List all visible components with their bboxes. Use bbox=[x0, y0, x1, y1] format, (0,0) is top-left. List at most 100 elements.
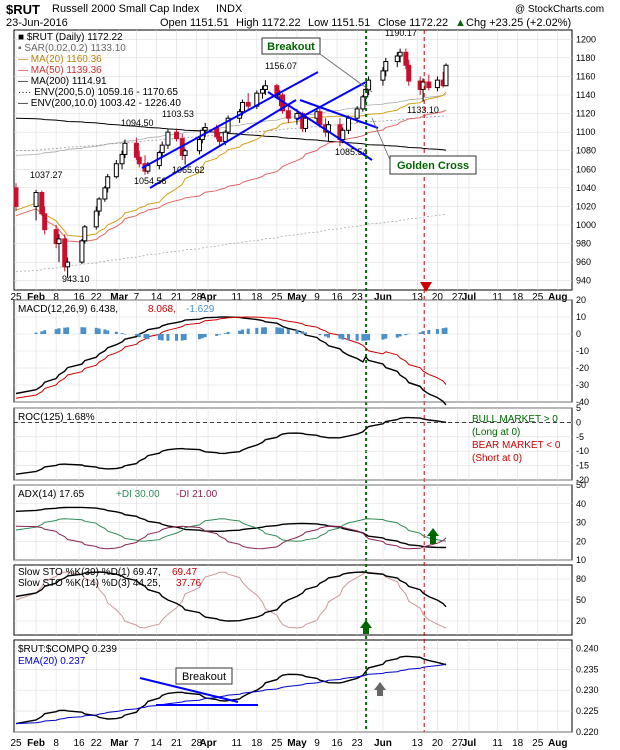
trendline-breakout bbox=[295, 81, 367, 121]
tick-label-x: 28 bbox=[191, 292, 203, 303]
tick-label-y-ratio: 0.240 bbox=[576, 643, 599, 653]
candle-body bbox=[119, 153, 125, 165]
tick-label-y-price: 960 bbox=[576, 257, 591, 267]
tick-label-y-macd: -40 bbox=[576, 397, 589, 407]
chart-symbol: $RUT bbox=[6, 2, 40, 17]
candle-body bbox=[102, 187, 108, 200]
macd-histogram-bar bbox=[200, 334, 204, 339]
candle-body bbox=[354, 108, 360, 119]
tick-label-x: 20 bbox=[432, 292, 444, 303]
tick-label-x: 9 bbox=[314, 292, 320, 303]
trendline-falling-wedge-bottom bbox=[299, 99, 379, 129]
tick-label-x: 27 bbox=[452, 738, 464, 749]
sell-arrow-icon bbox=[420, 282, 432, 292]
candle-body bbox=[217, 136, 223, 142]
candle-body bbox=[196, 139, 202, 152]
golden-cross-callout-text: Golden Cross bbox=[397, 160, 469, 172]
macd-histogram-bar bbox=[338, 334, 342, 339]
macd-histogram-bar bbox=[318, 334, 322, 336]
tick-label-x: 11 bbox=[232, 292, 243, 303]
tick-label-x: 25 bbox=[10, 292, 22, 303]
tick-label-y-roc: -15 bbox=[576, 461, 589, 471]
tick-label-y-price: 980 bbox=[576, 239, 591, 249]
macd-histogram-bar bbox=[281, 328, 285, 334]
tick-label-x: 25 bbox=[10, 738, 22, 749]
tick-label-x: 23 bbox=[352, 292, 364, 303]
tick-label-x: 9 bbox=[314, 738, 320, 749]
macd-histogram-bar bbox=[54, 329, 58, 334]
tick-label-x: 7 bbox=[134, 738, 140, 749]
candle-body bbox=[406, 64, 412, 82]
macd-histogram-bar bbox=[215, 334, 219, 336]
ratio-ema-title: EMA(20) 0.237 bbox=[18, 656, 86, 667]
env5-upper-line bbox=[15, 115, 447, 152]
price-label: 943.10 bbox=[62, 274, 90, 284]
stoch2-title: Slow STO %K(14) %D(3) 44.25, bbox=[18, 578, 161, 589]
macd-histogram-bar bbox=[427, 329, 431, 334]
macd-histogram-bar bbox=[361, 334, 365, 341]
tick-label-y-macd: -20 bbox=[576, 363, 589, 373]
macd-histogram-bar bbox=[238, 330, 242, 334]
stoch1-value: 69.47 bbox=[172, 567, 197, 578]
candle-body bbox=[42, 213, 48, 231]
candle-body bbox=[443, 64, 449, 87]
tick-label-x: Jun bbox=[374, 292, 392, 303]
short-at-zero-label: (Short at 0) bbox=[472, 453, 522, 464]
breakout-callout-leader bbox=[319, 53, 373, 93]
tick-label-x: 22 bbox=[91, 292, 103, 303]
tick-label-y-sto: 20 bbox=[576, 616, 586, 626]
roc-title: ROC(125) 1.68% bbox=[18, 412, 95, 423]
price-label: 1133.10 bbox=[407, 105, 439, 115]
macd-histogram-bar bbox=[444, 327, 448, 334]
tick-label-y-price: 1120 bbox=[576, 109, 595, 119]
macd-histogram-bar bbox=[157, 334, 161, 340]
price-label: 1054.56 bbox=[134, 176, 167, 186]
macd-histogram-bar bbox=[183, 334, 187, 341]
price-label: 1065.62 bbox=[172, 165, 205, 175]
candle-body bbox=[105, 176, 111, 189]
tick-label-x: 11 bbox=[492, 738, 503, 749]
tick-label-y-ratio: 0.220 bbox=[576, 727, 599, 737]
macd-histogram-bar bbox=[381, 334, 385, 340]
tick-label-x: Jul bbox=[462, 738, 477, 749]
tick-label-y-adx: 50 bbox=[576, 480, 586, 490]
tick-label-x: May bbox=[287, 292, 307, 303]
panel-frame-price bbox=[13, 29, 573, 291]
candle-body bbox=[133, 142, 139, 158]
macd-histogram-bar bbox=[80, 327, 84, 334]
adx-plus-di: +DI 30.00 bbox=[116, 489, 160, 500]
candle-body bbox=[420, 81, 426, 90]
macd-histogram-bar bbox=[197, 334, 201, 340]
macd-histogram-bar bbox=[261, 327, 265, 334]
legend-ma200: — MA(200) 1114.91 bbox=[18, 76, 107, 87]
tick-label-x: 11 bbox=[232, 738, 243, 749]
ohlc-low: Low 1151.51 bbox=[308, 17, 371, 29]
ohlc-change: Chg +23.25 (+2.02%) bbox=[466, 17, 572, 29]
tick-label-y-price: 1080 bbox=[576, 146, 596, 156]
macd-signal-line bbox=[15, 316, 447, 399]
trendline-upper-channel bbox=[141, 71, 319, 169]
macd-histogram-bar bbox=[134, 334, 138, 336]
tick-label-y-price: 1000 bbox=[576, 220, 596, 230]
golden-cross-callout-box bbox=[389, 155, 477, 175]
panel-frame-roc bbox=[13, 407, 573, 481]
candle-body bbox=[239, 101, 245, 113]
macd-histogram-bar bbox=[355, 334, 359, 341]
tick-label-x: Jun bbox=[374, 738, 392, 749]
tick-label-x: 16 bbox=[74, 738, 86, 749]
tick-label-x: Aug bbox=[548, 738, 567, 749]
tick-label-y-adx: 20 bbox=[576, 536, 586, 546]
macd-title: MACD(12,26,9) 6.438, bbox=[18, 304, 118, 315]
legend-env5: ···· ENV(200,5.0) 1059.16 - 1170.65 bbox=[18, 87, 178, 98]
tick-label-x: 7 bbox=[134, 292, 140, 303]
macd-histogram-bar bbox=[120, 333, 124, 334]
macd-histogram-bar bbox=[286, 329, 290, 334]
tick-label-x: 8 bbox=[53, 738, 59, 749]
tick-label-y-adx: 40 bbox=[576, 499, 586, 509]
tick-label-x: Mar bbox=[110, 738, 128, 749]
tick-label-y-roc: -20 bbox=[576, 475, 589, 485]
legend-sar: ▪ SAR(0.02,0.2) 1133.10 bbox=[18, 43, 126, 54]
bear-market-label: BEAR MARKET < 0 bbox=[472, 440, 561, 451]
stoch1-title: Slow STO %K(39) %D(1) 69.47, bbox=[18, 567, 161, 578]
tick-label-y-macd: -10 bbox=[576, 346, 589, 356]
